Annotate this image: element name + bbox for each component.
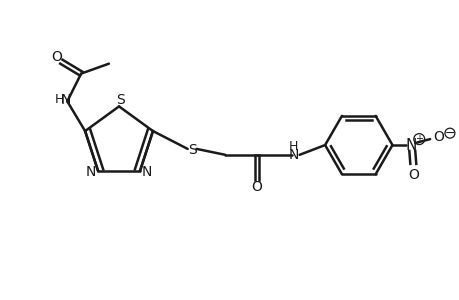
Text: N: N [288, 148, 298, 162]
Text: O: O [251, 179, 262, 194]
Text: O: O [407, 168, 418, 182]
Text: N: N [61, 93, 71, 107]
Text: −: − [444, 127, 454, 140]
Text: O: O [51, 50, 62, 64]
Text: O: O [433, 130, 443, 144]
Text: S: S [115, 94, 124, 107]
Text: N: N [86, 165, 96, 179]
Text: N: N [405, 137, 416, 152]
Text: H: H [55, 93, 64, 106]
Text: N: N [141, 165, 152, 179]
Text: S: S [188, 143, 196, 157]
Text: H: H [288, 140, 298, 153]
Text: +: + [414, 134, 422, 144]
